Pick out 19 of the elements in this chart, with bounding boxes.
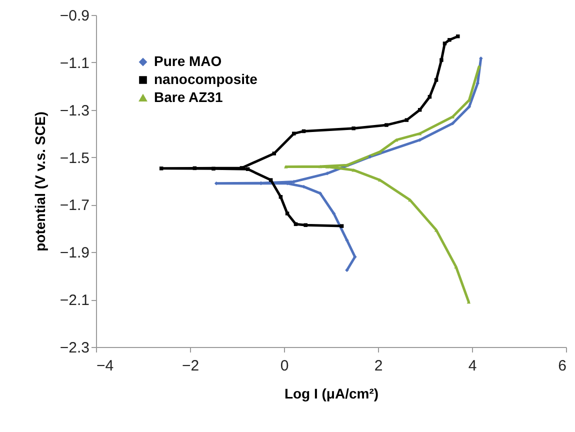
y-tick-label: −1.3	[60, 102, 90, 120]
y-tick-label: −2.3	[60, 340, 90, 356]
y-tick-label: −0.9	[60, 8, 90, 24]
x-tick-label: 6	[558, 358, 566, 374]
legend-label: nanocomposite	[154, 71, 258, 87]
legend-label: Pure MAO	[154, 53, 222, 69]
legend-label: Bare AZ31	[154, 89, 223, 105]
y-tick-label: −2.1	[60, 292, 90, 310]
x-axis-title: Log I (μA/cm²)	[284, 386, 379, 402]
x-tick-label: 4	[468, 358, 477, 374]
y-tick-label: −1.1	[60, 54, 90, 72]
x-tick-label: 0	[280, 358, 289, 374]
x-tick-label: 2	[374, 358, 383, 374]
y-axis-title: potential (V v.s. SCE)	[32, 112, 48, 252]
x-tick-label: −2	[182, 358, 200, 374]
y-tick-label: −1.9	[60, 244, 90, 262]
x-tick-label: −4	[96, 358, 114, 374]
y-tick-label: −1.5	[60, 150, 90, 167]
y-tick-label: −1.7	[60, 197, 90, 214]
